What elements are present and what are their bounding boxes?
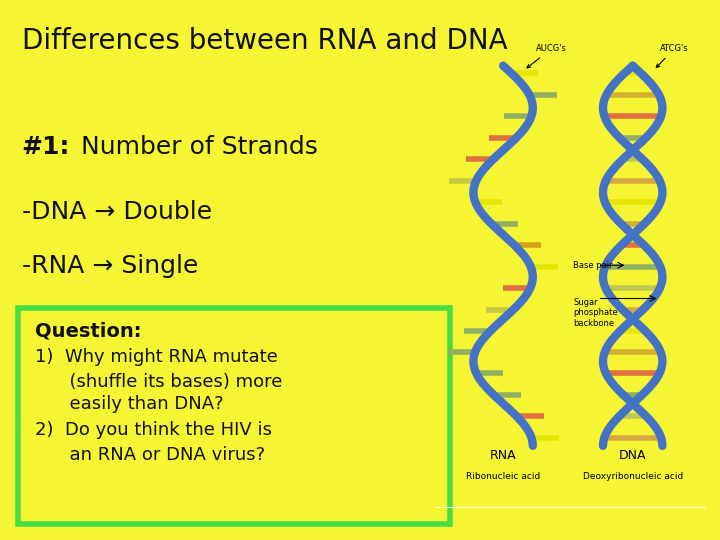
- Text: Differences between RNA and DNA: Differences between RNA and DNA: [22, 27, 507, 55]
- Text: (shuffle its bases) more: (shuffle its bases) more: [35, 373, 282, 390]
- Text: easily than DNA?: easily than DNA?: [35, 395, 223, 413]
- Text: 2)  Do you think the HIV is: 2) Do you think the HIV is: [35, 421, 271, 439]
- Text: AUCG's: AUCG's: [527, 44, 567, 68]
- Text: Base pair: Base pair: [573, 261, 613, 270]
- FancyBboxPatch shape: [18, 308, 450, 524]
- Text: -RNA → Single: -RNA → Single: [22, 254, 198, 278]
- Text: RNA: RNA: [490, 449, 516, 462]
- Text: DNA: DNA: [619, 449, 647, 462]
- Text: 1)  Why might RNA mutate: 1) Why might RNA mutate: [35, 348, 277, 366]
- Text: Deoxyribonucleic acid: Deoxyribonucleic acid: [582, 472, 683, 482]
- Text: -DNA → Double: -DNA → Double: [22, 200, 212, 224]
- Text: ATCG's: ATCG's: [656, 44, 688, 68]
- Text: #1:: #1:: [22, 135, 70, 159]
- Text: Sugar
phosphate
backbone: Sugar phosphate backbone: [573, 298, 618, 328]
- Text: Question:: Question:: [35, 321, 141, 340]
- Text: an RNA or DNA virus?: an RNA or DNA virus?: [35, 446, 265, 463]
- Text: Number of Strands: Number of Strands: [73, 135, 318, 159]
- Text: Ribonucleic acid: Ribonucleic acid: [466, 472, 540, 482]
